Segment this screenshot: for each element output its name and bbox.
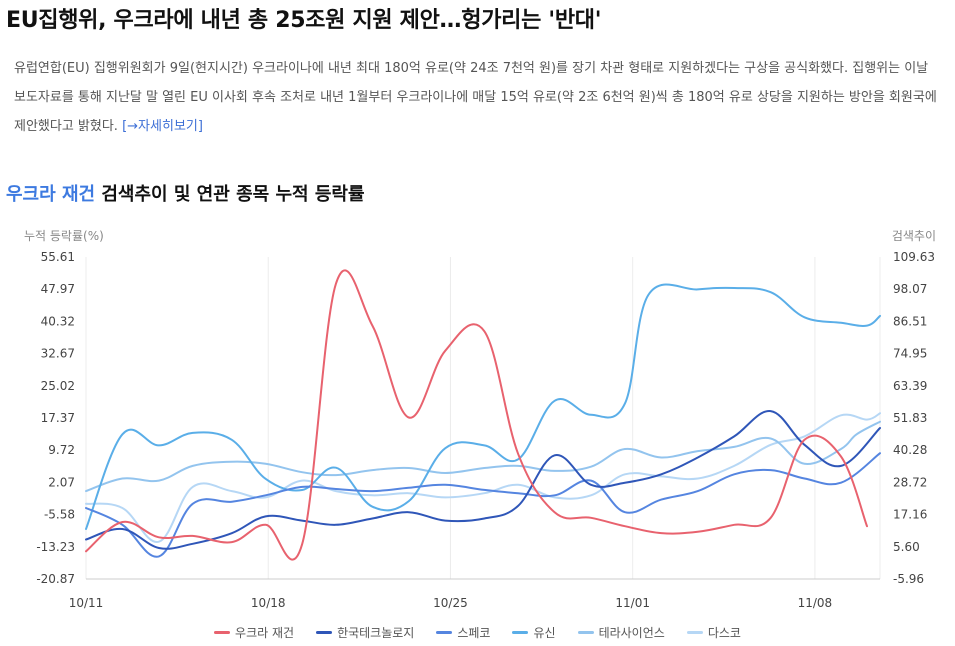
left-tick-label: 25.02 — [41, 379, 75, 393]
article-headline: EU집행위, 우크라에 내년 총 25조원 지원 제안…헝가리는 '반대' — [6, 8, 602, 33]
legend-item[interactable]: 테라사이언스 — [577, 624, 665, 641]
section-title: 우크라 재건 검색추이 및 연관 종목 누적 등락률 — [6, 180, 365, 206]
legend-swatch — [512, 631, 529, 634]
series-line-3 — [85, 452, 881, 558]
legend-swatch — [214, 631, 231, 634]
left-tick-label: 55.61 — [41, 250, 75, 264]
left-tick-label: -20.87 — [36, 572, 75, 586]
legend-swatch — [686, 631, 703, 634]
left-tick-label: 2.07 — [48, 475, 75, 489]
section-keyword: 우크라 재건 — [6, 184, 96, 205]
summary-text: 유럽연합(EU) 집행위원회가 9일(현지시간) 우크라이나에 내년 최대 18… — [14, 61, 937, 134]
series-line-2 — [85, 410, 881, 550]
chart-legend: 우크라 재건 한국테크놀로지 스페코 유신 테라사이언스 다스코 — [0, 624, 955, 641]
legend-swatch — [436, 631, 453, 634]
left-axis-title: 누적 등락률(%) — [24, 229, 104, 243]
legend-label: 스페코 — [457, 626, 491, 640]
right-tick-label: 63.39 — [893, 379, 927, 393]
left-tick-label: 40.32 — [41, 314, 75, 328]
left-tick-label: 17.37 — [41, 411, 75, 425]
series-line-1 — [85, 269, 868, 561]
left-tick-label: 32.67 — [41, 347, 75, 361]
left-tick-label: 47.97 — [41, 282, 75, 296]
right-tick-label: 51.83 — [893, 411, 927, 425]
article-summary: 유럽연합(EU) 집행위원회가 9일(현지시간) 우크라이나에 내년 최대 18… — [14, 54, 949, 141]
left-tick-label: 9.72 — [48, 443, 75, 457]
right-tick-label: 98.07 — [893, 282, 927, 296]
right-tick-label: 28.72 — [893, 475, 927, 489]
right-tick-label: 74.95 — [893, 347, 927, 361]
legend-label: 다스코 — [707, 626, 741, 640]
x-tick-label: 10/25 — [433, 596, 468, 610]
legend-item[interactable]: 스페코 — [436, 624, 490, 641]
right-tick-label: -5.96 — [893, 572, 924, 586]
legend-label: 한국테크놀로지 — [337, 626, 415, 640]
legend-label: 우크라 재건 — [235, 626, 295, 640]
right-tick-label: 40.28 — [893, 443, 927, 457]
left-tick-label: -5.58 — [44, 508, 75, 522]
read-more-link[interactable]: [→자세히보기] — [122, 119, 203, 134]
legend-label: 유신 — [533, 626, 556, 640]
right-tick-label: 17.16 — [893, 508, 927, 522]
section-title-text: 검색추이 및 연관 종목 누적 등락률 — [95, 184, 365, 205]
legend-item[interactable]: 다스코 — [686, 624, 741, 641]
right-tick-label: 109.63 — [893, 250, 935, 264]
legend-item[interactable]: 우크라 재건 — [214, 624, 294, 641]
right-axis-title: 검색추이 — [892, 229, 936, 243]
series-line-6 — [85, 412, 881, 543]
x-tick-label: 10/11 — [69, 596, 104, 610]
series-line-4 — [85, 283, 881, 530]
legend-swatch — [316, 631, 333, 634]
line-chart: 누적 등락률(%) 검색추이 10/11 10/18 10/25 11/01 11/08 55… — [24, 229, 936, 610]
legend-item[interactable]: 한국테크놀로지 — [316, 624, 414, 641]
series-line-5 — [85, 420, 881, 493]
right-tick-label: 86.51 — [893, 314, 927, 328]
x-tick-label: 11/01 — [615, 596, 650, 610]
x-tick-label: 10/18 — [251, 596, 286, 610]
legend-swatch — [577, 631, 594, 634]
left-tick-label: -13.23 — [36, 540, 75, 554]
legend-label: 테라사이언스 — [598, 626, 665, 640]
x-tick-label: 11/08 — [798, 596, 833, 610]
right-tick-label: 5.60 — [893, 540, 920, 554]
legend-item[interactable]: 유신 — [512, 624, 556, 641]
